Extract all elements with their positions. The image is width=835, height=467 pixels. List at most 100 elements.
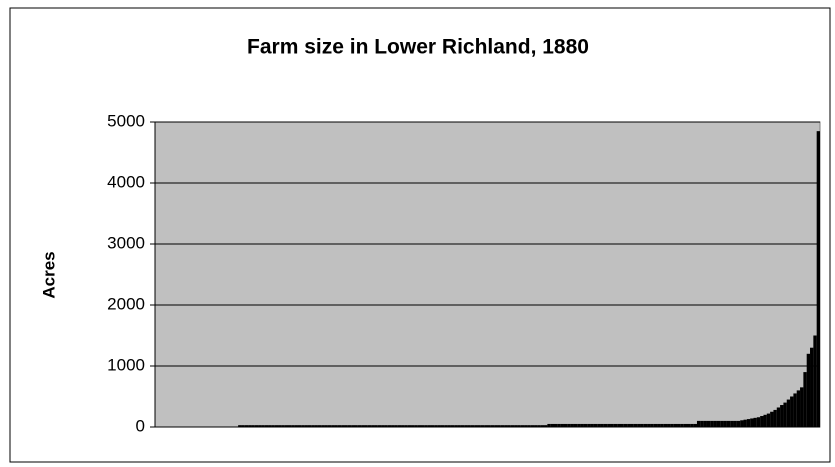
bar: [337, 425, 342, 427]
bar: [573, 423, 578, 427]
bar: [394, 425, 398, 427]
bar: [367, 425, 372, 427]
bar: [783, 402, 787, 427]
bar: [374, 425, 378, 427]
chart-title: Farm size in Lower Richland, 1880: [247, 36, 589, 59]
bar: [623, 423, 628, 427]
bar: [484, 425, 488, 427]
bar: [806, 353, 811, 427]
bar: [450, 425, 455, 427]
bar: [647, 423, 651, 427]
bar: [460, 425, 465, 427]
bar: [487, 425, 491, 427]
bar: [444, 425, 448, 427]
bar: [271, 425, 275, 427]
bar: [288, 425, 292, 427]
bar: [583, 423, 588, 427]
bar: [440, 425, 445, 427]
bar: [657, 423, 661, 427]
bar: [238, 425, 242, 427]
bar: [304, 425, 308, 427]
bar: [294, 425, 298, 427]
bar: [544, 425, 548, 427]
bar: [278, 425, 282, 427]
bar: [407, 425, 412, 427]
bar: [311, 425, 315, 427]
bar: [517, 425, 521, 427]
bar: [653, 423, 658, 427]
bar: [763, 414, 767, 427]
y-tick-label: 3000: [107, 233, 145, 252]
bar: [530, 425, 535, 427]
bar: [434, 425, 438, 427]
bar: [321, 425, 325, 427]
bar: [730, 420, 734, 427]
bar: [773, 409, 777, 427]
bar: [720, 420, 724, 427]
bar: [740, 420, 744, 427]
bar: [810, 347, 814, 427]
bar: [514, 425, 518, 427]
y-tick-label: 4000: [107, 172, 145, 191]
bar: [593, 423, 598, 427]
bar: [244, 425, 249, 427]
bar: [617, 423, 621, 427]
bar: [364, 425, 368, 427]
bar: [480, 425, 485, 427]
bar: [324, 425, 328, 427]
bar: [274, 425, 279, 427]
bar: [670, 423, 674, 427]
bar: [427, 425, 431, 427]
bar: [354, 425, 358, 427]
bar: [663, 423, 668, 427]
bar: [371, 425, 375, 427]
bar: [683, 423, 687, 427]
bar: [527, 425, 531, 427]
bar: [563, 423, 568, 427]
bar: [474, 425, 478, 427]
bar: [248, 425, 252, 427]
bar: [560, 423, 564, 427]
bar: [640, 423, 644, 427]
bar: [500, 425, 505, 427]
bar: [716, 420, 721, 427]
bar: [627, 423, 631, 427]
bar: [780, 405, 784, 427]
bar: [723, 420, 727, 427]
bar: [467, 425, 471, 427]
bar: [660, 423, 664, 427]
bar: [620, 423, 624, 427]
bar: [497, 425, 501, 427]
bar: [790, 396, 794, 427]
bar: [268, 425, 272, 427]
bar: [633, 423, 638, 427]
bar: [251, 425, 255, 427]
bar: [457, 425, 461, 427]
bar: [341, 425, 345, 427]
bar: [534, 425, 538, 427]
bar: [693, 423, 697, 427]
bar: [520, 425, 525, 427]
bar: [507, 425, 511, 427]
bar: [550, 423, 554, 427]
bar: [261, 425, 265, 427]
bar: [411, 425, 415, 427]
bar: [700, 420, 704, 427]
bar: [590, 423, 594, 427]
bar: [696, 420, 701, 427]
bar: [347, 425, 352, 427]
bar: [351, 425, 355, 427]
bar: [770, 411, 774, 427]
bar: [291, 425, 295, 427]
bar: [673, 423, 678, 427]
bar: [404, 425, 408, 427]
bar: [580, 423, 584, 427]
bar: [756, 417, 761, 427]
bar: [746, 419, 751, 427]
bar: [786, 399, 791, 427]
bar: [706, 420, 711, 427]
bar: [613, 423, 618, 427]
bar: [753, 417, 757, 427]
bar: [703, 420, 707, 427]
